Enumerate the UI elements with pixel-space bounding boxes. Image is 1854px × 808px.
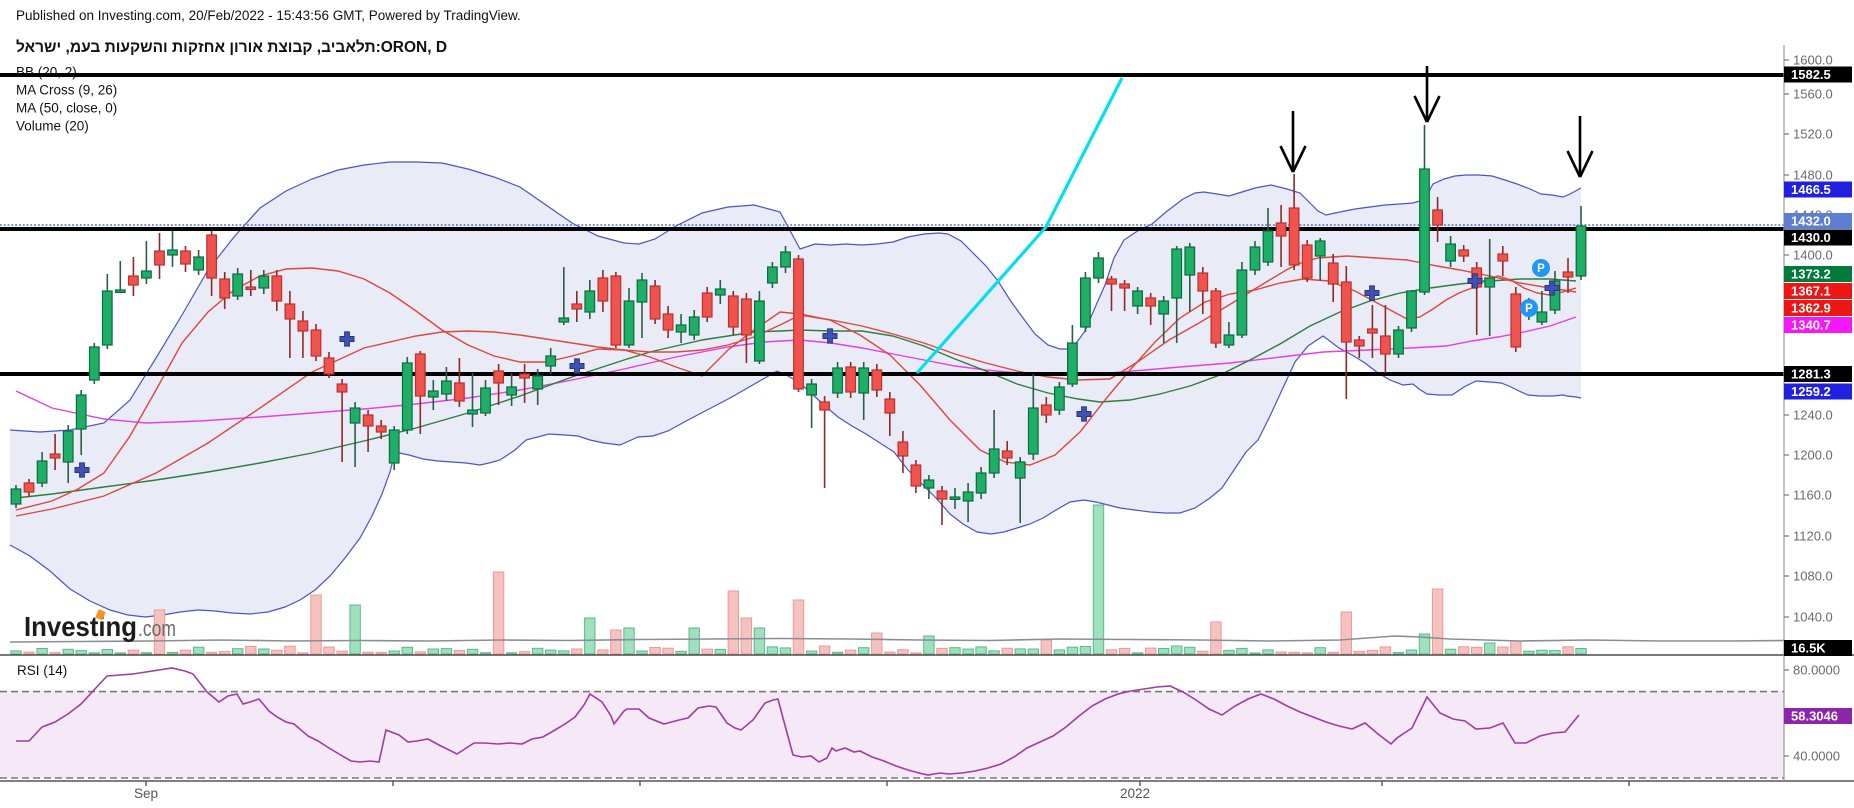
svg-text:1200.0: 1200.0: [1793, 448, 1833, 463]
svg-text:1430.0: 1430.0: [1791, 230, 1831, 245]
svg-text:2022: 2022: [1120, 786, 1150, 801]
svg-text:MA (50, close, 0): MA (50, close, 0): [16, 101, 117, 116]
svg-text:Sep: Sep: [134, 786, 158, 801]
svg-text:1281.3: 1281.3: [1791, 367, 1831, 382]
svg-text:P: P: [1525, 303, 1533, 315]
svg-text:1340.7: 1340.7: [1791, 318, 1831, 333]
svg-text:RSI (14): RSI (14): [17, 663, 67, 678]
svg-text:P: P: [1537, 263, 1545, 275]
svg-text:1040.0: 1040.0: [1793, 610, 1833, 625]
svg-text:1160.0: 1160.0: [1793, 488, 1832, 503]
svg-text:1259.2: 1259.2: [1791, 384, 1831, 399]
svg-text:Investing: Investing: [24, 611, 137, 642]
svg-text:1582.5: 1582.5: [1791, 67, 1831, 82]
svg-text:1362.9: 1362.9: [1791, 301, 1831, 316]
svg-text:Published on Investing.com, 20: Published on Investing.com, 20/Feb/2022 …: [16, 8, 521, 23]
svg-text:.com: .com: [138, 616, 176, 641]
svg-text:MA Cross (9, 26): MA Cross (9, 26): [16, 83, 117, 98]
svg-text:1080.0: 1080.0: [1793, 569, 1833, 584]
svg-text:16.5K: 16.5K: [1791, 641, 1826, 656]
svg-text:1560.0: 1560.0: [1793, 87, 1833, 102]
svg-text:80.0000: 80.0000: [1793, 663, 1840, 678]
svg-text:1466.5: 1466.5: [1791, 182, 1831, 197]
svg-text:1600.0: 1600.0: [1793, 53, 1833, 68]
svg-text:1432.0: 1432.0: [1791, 214, 1831, 229]
svg-text:1400.0: 1400.0: [1793, 248, 1833, 263]
svg-text:1480.0: 1480.0: [1793, 168, 1833, 183]
svg-text:תלאביב, קבוצת אורון אחזקות והש: תלאביב, קבוצת אורון אחזקות והשקעות בעמ, …: [16, 39, 447, 56]
svg-text:40.0000: 40.0000: [1793, 749, 1840, 764]
svg-text:BB (20, 2): BB (20, 2): [16, 65, 77, 80]
svg-text:Volume (20): Volume (20): [16, 119, 89, 134]
svg-text:1240.0: 1240.0: [1793, 408, 1833, 423]
svg-text:58.3046: 58.3046: [1791, 709, 1838, 724]
svg-text:1520.0: 1520.0: [1793, 127, 1833, 142]
svg-text:1373.2: 1373.2: [1791, 267, 1831, 282]
svg-text:1367.1: 1367.1: [1791, 284, 1831, 299]
svg-text:1120.0: 1120.0: [1793, 529, 1832, 544]
